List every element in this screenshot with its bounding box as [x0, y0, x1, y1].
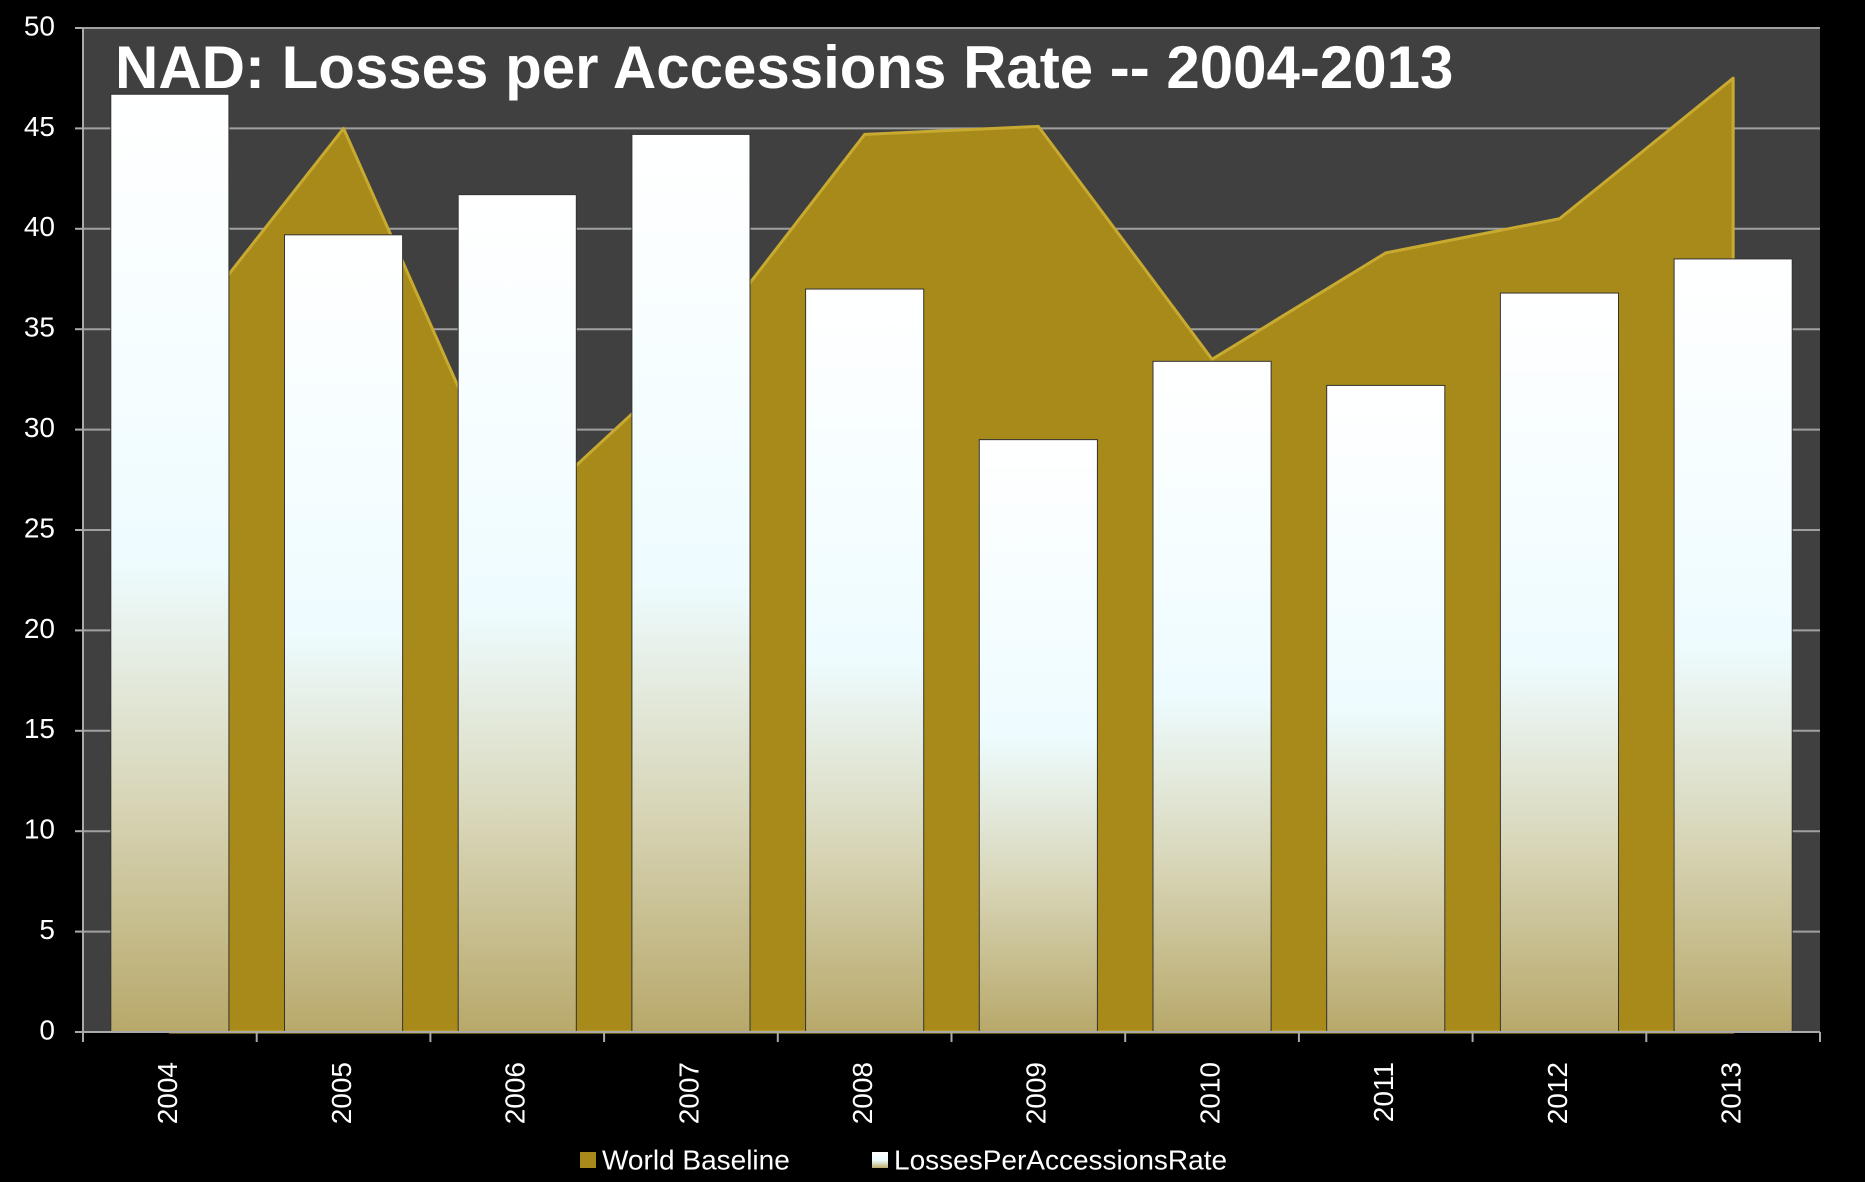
bar	[1499, 292, 1620, 1033]
bar	[1326, 384, 1446, 1033]
y-tick-label: 20	[24, 613, 55, 644]
x-tick-label: 2009	[1021, 1062, 1052, 1124]
bar	[457, 194, 577, 1033]
chart-title: NAD: Losses per Accessions Rate -- 2004-…	[115, 34, 1453, 101]
legend-swatch	[580, 1152, 596, 1168]
bar	[110, 93, 230, 1033]
y-tick-label: 45	[24, 111, 55, 142]
x-tick-label: 2008	[847, 1062, 878, 1124]
bar	[631, 133, 751, 1033]
x-tick-label: 2010	[1194, 1062, 1225, 1124]
x-tick-label: 2007	[673, 1062, 704, 1124]
bar	[1673, 258, 1793, 1033]
y-tick-label: 25	[24, 512, 55, 543]
y-tick-label: 35	[24, 312, 55, 343]
y-tick-label: 15	[24, 713, 55, 744]
y-tick-label: 30	[24, 412, 55, 443]
y-tick-label: 10	[24, 814, 55, 845]
bar	[805, 288, 925, 1033]
bar	[283, 234, 404, 1033]
x-tick-label: 2004	[152, 1062, 183, 1124]
x-tick-label: 2005	[326, 1062, 357, 1124]
y-tick-label: 40	[24, 211, 55, 242]
legend-swatch	[872, 1152, 888, 1168]
y-tick-label: 0	[39, 1014, 55, 1045]
y-tick-label: 50	[24, 10, 55, 41]
legend-label: World Baseline	[602, 1144, 790, 1175]
bar	[978, 439, 1098, 1033]
x-tick-label: 2012	[1542, 1062, 1573, 1124]
y-tick-label: 5	[39, 914, 55, 945]
x-tick-label: 2013	[1716, 1062, 1747, 1124]
legend-label: LossesPerAccessionsRate	[894, 1144, 1227, 1175]
bar	[1152, 360, 1272, 1033]
x-tick-label: 2011	[1368, 1062, 1399, 1122]
x-tick-label: 2006	[500, 1062, 531, 1124]
